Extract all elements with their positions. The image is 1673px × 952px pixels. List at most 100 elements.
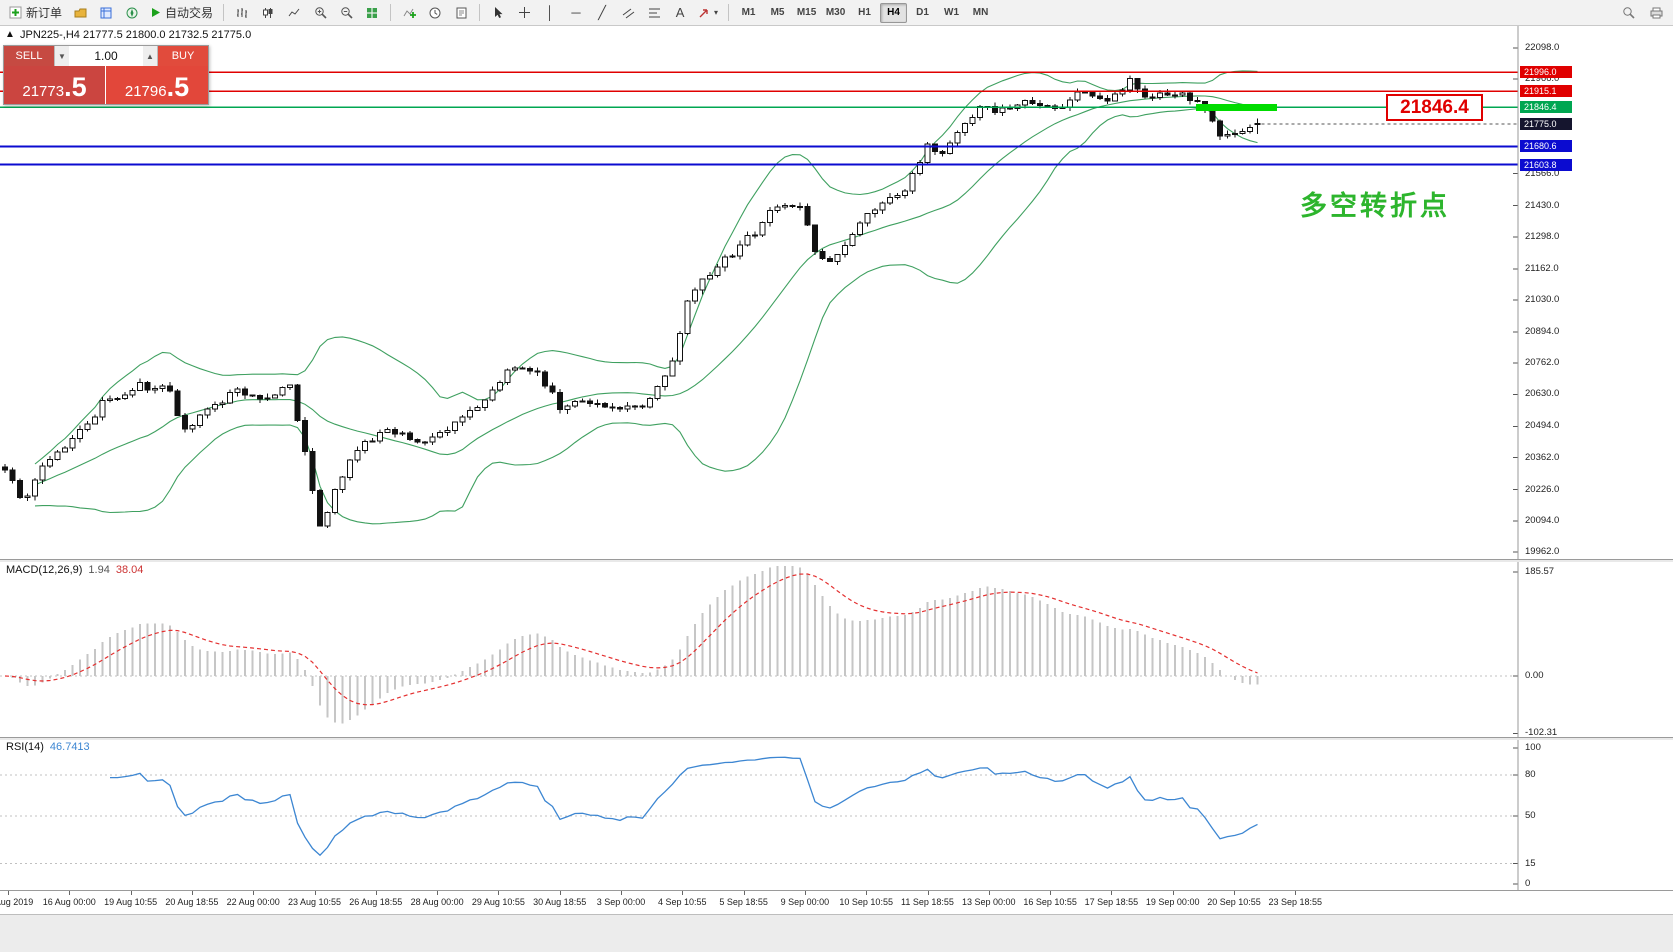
timeframe-w1[interactable]: W1 <box>944 7 960 18</box>
bar-chart-button[interactable] <box>230 2 254 24</box>
time-axis-tick <box>682 891 684 895</box>
tile-windows-button[interactable] <box>360 2 384 24</box>
timeframe-m15[interactable]: M15 <box>796 7 817 18</box>
bollinger-bands <box>34 70 1258 525</box>
timeframe-m1[interactable]: M1 <box>741 7 756 18</box>
axis-price-label: 21430.0 <box>1525 199 1560 211</box>
vertical-line-tool-button[interactable]: │ <box>538 2 562 24</box>
time-axis-tick <box>559 891 561 895</box>
timeframe-d1[interactable]: D1 <box>916 7 929 18</box>
volume-increase-button[interactable]: ▲ <box>143 46 157 66</box>
rsi-line <box>110 756 1258 857</box>
axis-price-label: 21566.0 <box>1525 167 1560 179</box>
templates-button[interactable] <box>449 2 473 24</box>
market-watch-button[interactable] <box>94 2 118 24</box>
sell-price-main: 21773 <box>22 83 65 100</box>
time-axis-label: 19 Sep 00:00 <box>1145 897 1200 907</box>
text-tool-button[interactable]: A <box>668 2 692 24</box>
periods-button[interactable] <box>423 2 447 24</box>
time-axis-label: 19 Aug 10:55 <box>104 897 158 907</box>
axis-price-label: 21966.0 <box>1525 73 1560 85</box>
axis-price-label: 20762.0 <box>1525 357 1560 369</box>
channel-tool-button[interactable] <box>616 2 640 24</box>
timeframe-m5[interactable]: M5 <box>770 7 785 18</box>
print-icon <box>1650 7 1662 18</box>
macd-histogram <box>11 566 1259 724</box>
navigator-icon <box>126 7 138 18</box>
search-button[interactable] <box>1616 2 1640 24</box>
candlestick-series <box>2 75 1261 529</box>
time-axis-tick <box>1295 891 1297 895</box>
volume-decrease-button[interactable]: ▼ <box>55 46 69 66</box>
volume-value[interactable]: 1.00 <box>94 49 118 63</box>
panel-splitter[interactable] <box>0 737 1673 740</box>
timeframe-m30[interactable]: M30 <box>825 7 846 18</box>
cursor-tool-button[interactable] <box>486 2 510 24</box>
level-lines[interactable] <box>0 71 1518 166</box>
axis-price-label: 19962.0 <box>1525 546 1560 557</box>
crosshair-tool-button[interactable] <box>512 2 536 24</box>
zoom-in-button[interactable] <box>308 2 332 24</box>
axis-price-label: 21162.0 <box>1525 262 1559 274</box>
time-axis-label: 23 Sep 18:55 <box>1268 897 1323 907</box>
time-axis-tick <box>927 891 929 895</box>
price-level-tag: 21603.8 <box>1520 158 1572 171</box>
axis-price-label: 20094.0 <box>1525 514 1560 526</box>
rsi-panel-label: RSI(14) 46.7413 <box>6 741 90 753</box>
time-axis-tick <box>1172 891 1174 895</box>
new-order-button[interactable]: 新订单 <box>5 2 66 24</box>
time-axis-label: 13 Sep 00:00 <box>962 897 1016 907</box>
price-scale[interactable]: 22098.0 21966.0 21566.0 21430.0 21298.0 21162… <box>1519 26 1673 890</box>
horizontal-line-tool-button[interactable]: ─ <box>564 2 588 24</box>
macd-signal-value: 38.04 <box>115 564 144 576</box>
highlight-segment[interactable] <box>1196 103 1277 111</box>
time-axis-tick <box>498 891 500 895</box>
axis-price-label: 21298.0 <box>1525 230 1560 242</box>
navigator-button[interactable] <box>120 2 144 24</box>
price-callout-label[interactable]: 21846.4 <box>1386 94 1483 121</box>
time-axis-label: 17 Sep 18:55 <box>1084 897 1139 907</box>
chinese-annotation[interactable]: 多空转折点 <box>1300 191 1450 221</box>
buy-button[interactable]: BUY <box>158 46 208 66</box>
time-axis-label: 14 Aug 2019 <box>0 897 34 907</box>
rsi-title: RSI(14) <box>6 741 44 753</box>
zoom-out-button[interactable] <box>334 2 358 24</box>
chart-window[interactable]: ▲ JPN225-,H4 21777.5 21800.0 21732.5 217… <box>0 26 1673 952</box>
one-click-toggle-icon[interactable]: ▲ <box>5 29 15 40</box>
arrows-tool-button[interactable]: ▾ <box>694 2 722 24</box>
cursor-icon <box>494 7 503 18</box>
auto-trading-button[interactable]: 自动交易 <box>146 2 217 24</box>
sell-button[interactable]: SELL <box>4 46 54 66</box>
print-button[interactable] <box>1644 2 1668 24</box>
time-axis-label: 20 Aug 18:55 <box>165 897 219 907</box>
timeframe-mn[interactable]: MN <box>972 7 989 18</box>
axis-price-label: -102.31 <box>1525 727 1558 739</box>
time-scale[interactable]: 14 Aug 2019 16 Aug 00:00 19 Aug 10:55 20 Au… <box>0 890 1673 914</box>
time-axis-label: 11 Sep 18:55 <box>901 897 954 907</box>
profiles-button[interactable] <box>68 2 92 24</box>
buy-price-box[interactable]: 21796 .5 <box>106 66 208 104</box>
timeframe-h4[interactable]: H4 <box>880 2 908 23</box>
sell-price-box[interactable]: 21773 .5 <box>4 66 106 104</box>
time-axis-label: 20 Sep 10:55 <box>1207 897 1261 907</box>
price-level-tag: 21680.6 <box>1520 140 1572 153</box>
timeframe-h1[interactable]: H1 <box>858 7 871 18</box>
time-axis-tick <box>191 891 193 895</box>
fibonacci-tool-button[interactable] <box>642 2 666 24</box>
templates-icon <box>456 7 467 18</box>
candlestick-chart-button[interactable] <box>256 2 280 24</box>
fibonacci-icon <box>648 8 660 17</box>
market-watch-icon <box>100 7 112 18</box>
trendline-tool-button[interactable]: ╱ <box>590 2 614 24</box>
line-chart-button[interactable] <box>282 2 306 24</box>
time-axis-label: 3 Sep 00:00 <box>596 897 646 907</box>
time-axis-label: 4 Sep 10:55 <box>658 897 707 907</box>
axis-price-label: 0.00 <box>1525 670 1544 681</box>
panel-splitter[interactable] <box>0 559 1673 562</box>
buy-price-main: 21796 <box>124 83 167 100</box>
trendline-icon: ╱ <box>598 5 606 20</box>
time-axis-tick <box>375 891 377 895</box>
indicators-button[interactable] <box>397 2 421 24</box>
axis-price-label: 0 <box>1525 878 1531 889</box>
